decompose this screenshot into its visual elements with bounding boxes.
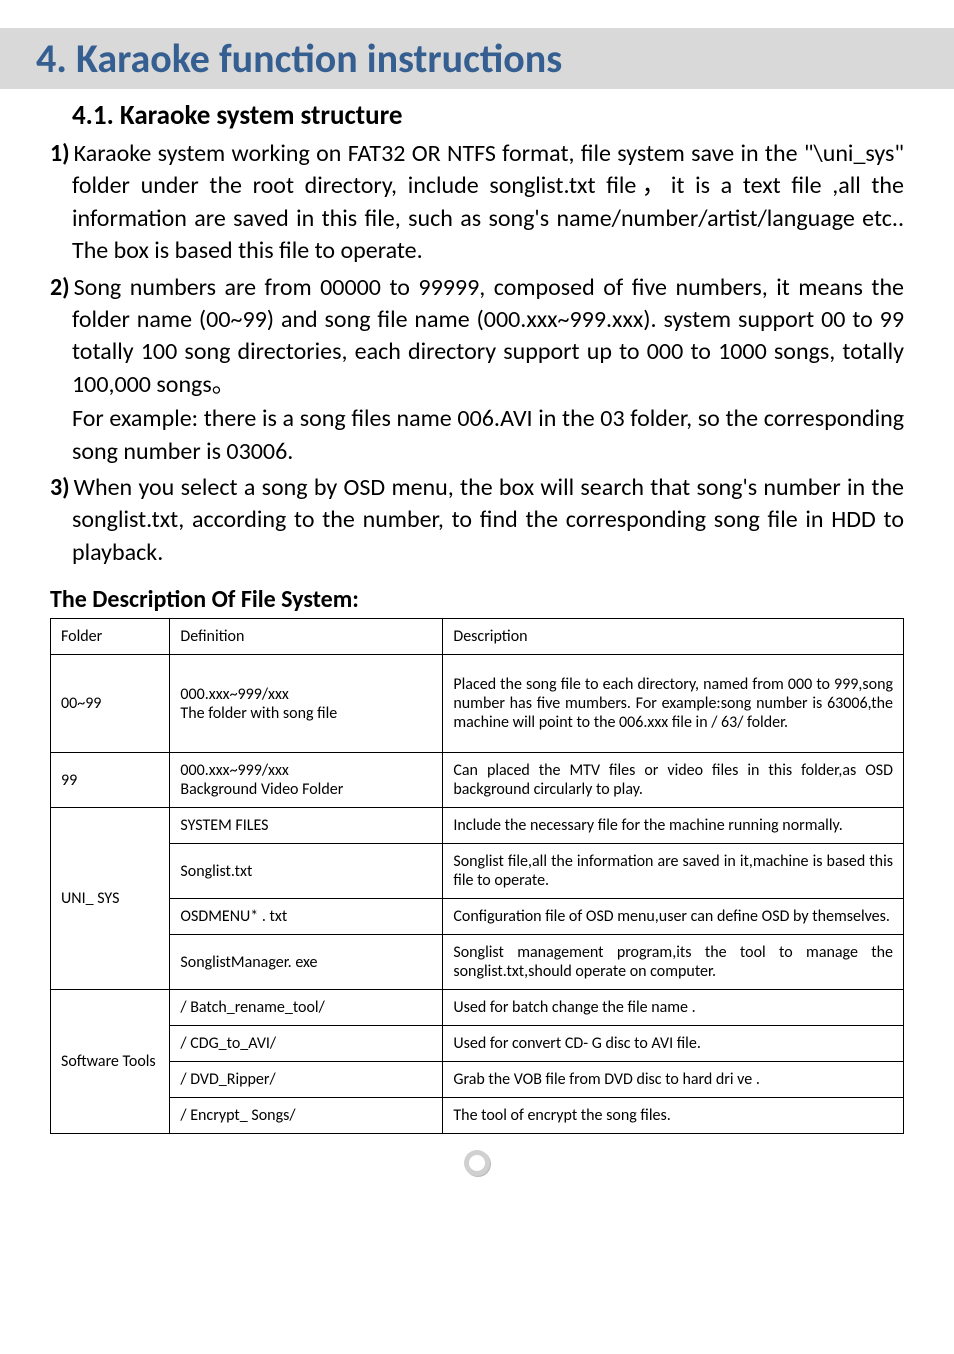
cell-desc: Used for batch change the file name . <box>443 990 904 1026</box>
cell-def: / CDG_to_AVI/ <box>170 1026 443 1062</box>
page-marker-icon <box>464 1150 490 1176</box>
item-number: 1) <box>50 139 74 168</box>
item-text: Song numbers are from 00000 to 99999, co… <box>72 273 904 399</box>
item-text: When you select a song by OSD menu, the … <box>72 473 904 567</box>
section-heading: 4. Karaoke function instructions <box>0 28 954 89</box>
cell-desc: Used for convert CD- G disc to AVI file. <box>443 1026 904 1062</box>
cell-desc: Songlist file,all the information are sa… <box>443 844 904 899</box>
cell-def: SYSTEM FILES <box>170 808 443 844</box>
list-item: 1)Karaoke system working on FAT32 OR NTF… <box>72 138 904 268</box>
list-item: 3)When you select a song by OSD menu, th… <box>72 472 904 569</box>
file-system-table: Folder Definition Description 00~99 000.… <box>50 618 904 1134</box>
cell-folder: Software Tools <box>51 990 170 1134</box>
table-row: 99 000.xxx~999/xxx Background Video Fold… <box>51 753 904 808</box>
cell-desc: Configuration file of OSD menu,user can … <box>443 899 904 935</box>
item-number: 2) <box>50 273 74 302</box>
th-definition: Definition <box>170 619 443 655</box>
cell-desc: Can placed the MTV files or video files … <box>443 753 904 808</box>
table-row: 00~99 000.xxx~999/xxx The folder with so… <box>51 655 904 753</box>
cell-folder: 99 <box>51 753 170 808</box>
table-row: / CDG_to_AVI/ Used for convert CD- G dis… <box>51 1026 904 1062</box>
cell-def: Songlist.txt <box>170 844 443 899</box>
cell-def: / DVD_Ripper/ <box>170 1062 443 1098</box>
table-row: Songlist.txt Songlist file,all the infor… <box>51 844 904 899</box>
table-row: / Encrypt_ Songs/ The tool of encrypt th… <box>51 1098 904 1134</box>
cell-desc: Songlist management program,its the tool… <box>443 935 904 990</box>
list-item: 2)Song numbers are from 00000 to 99999, … <box>72 272 904 468</box>
cell-def: OSDMENU* . txt <box>170 899 443 935</box>
table-row: / DVD_Ripper/ Grab the VOB file from DVD… <box>51 1062 904 1098</box>
table-row: UNI_ SYS SYSTEM FILES Include the necess… <box>51 808 904 844</box>
th-folder: Folder <box>51 619 170 655</box>
cell-desc: Grab the VOB file from DVD disc to hard … <box>443 1062 904 1098</box>
cell-def: 000.xxx~999/xxx The folder with song fil… <box>170 655 443 753</box>
cell-def: SonglistManager. exe <box>170 935 443 990</box>
cell-def: / Encrypt_ Songs/ <box>170 1098 443 1134</box>
cell-desc: Include the necessary file for the machi… <box>443 808 904 844</box>
cell-desc: Placed the song file to each directory, … <box>443 655 904 753</box>
table-row: SonglistManager. exe Songlist management… <box>51 935 904 990</box>
table-caption: The Description Of File System: <box>50 585 904 614</box>
item-subtext: For example: there is a song files name … <box>72 403 904 468</box>
subheading: 4.1. Karaoke system structure <box>72 99 904 132</box>
heading-title: 4. Karaoke function instructions <box>0 34 954 83</box>
body-content: 1)Karaoke system working on FAT32 OR NTF… <box>72 138 904 569</box>
cell-folder: UNI_ SYS <box>51 808 170 990</box>
table-row: Software Tools / Batch_rename_tool/ Used… <box>51 990 904 1026</box>
cell-def: 000.xxx~999/xxx Background Video Folder <box>170 753 443 808</box>
cell-def: / Batch_rename_tool/ <box>170 990 443 1026</box>
table-header-row: Folder Definition Description <box>51 619 904 655</box>
cell-folder: 00~99 <box>51 655 170 753</box>
cell-desc: The tool of encrypt the song files. <box>443 1098 904 1134</box>
item-text: Karaoke system working on FAT32 OR NTFS … <box>72 139 904 265</box>
table-row: OSDMENU* . txt Configuration file of OSD… <box>51 899 904 935</box>
th-description: Description <box>443 619 904 655</box>
item-number: 3) <box>50 473 74 502</box>
